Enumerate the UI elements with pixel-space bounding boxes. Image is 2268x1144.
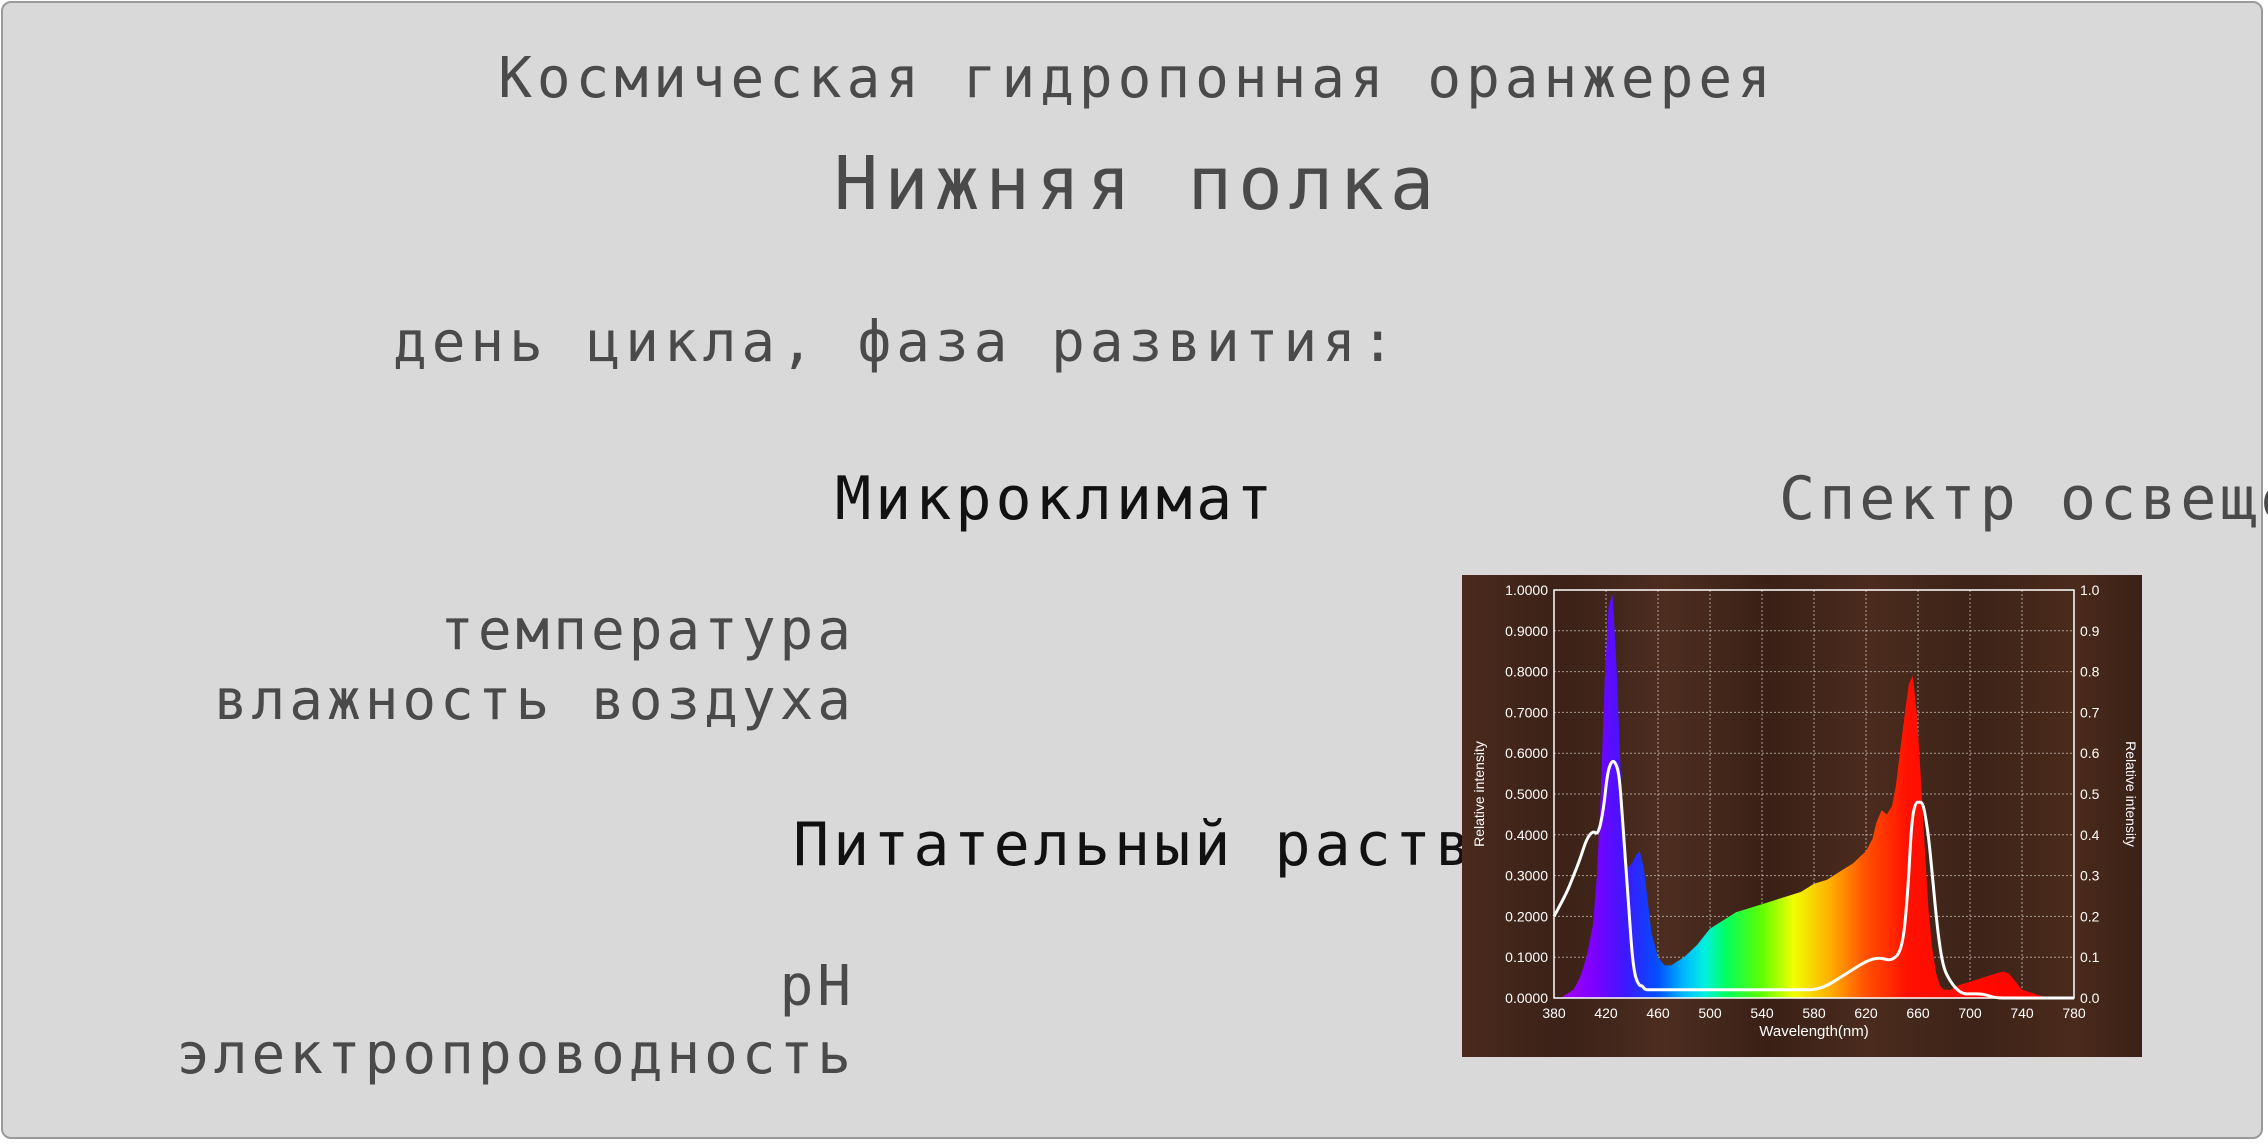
y-tick-label-right: 1.0 <box>2080 582 2100 598</box>
y-tick-label-right: 0.4 <box>2080 827 2100 843</box>
page-subtitle: Космическая гидропонная оранжерея <box>498 46 1776 111</box>
x-tick-label: 620 <box>1854 1005 1878 1021</box>
temperature-label: температура <box>440 598 855 663</box>
y-tick-label-right: 0.2 <box>2080 908 2100 924</box>
y-tick-label-left: 0.3000 <box>1505 868 1548 884</box>
humidity-label: влажность воздуха <box>213 668 855 733</box>
x-tick-label: 780 <box>2062 1005 2086 1021</box>
spectrum-area-series <box>1554 594 2074 998</box>
microclimate-heading: Микроклимат <box>835 464 1277 534</box>
plot-frame <box>1553 589 2075 999</box>
y-tick-label-right: 0.8 <box>2080 664 2100 680</box>
nutrient-solution-heading: Питательный раствор <box>793 810 1556 880</box>
y-tick-label-right: 0.7 <box>2080 704 2100 720</box>
y-tick-label-left: 1.0000 <box>1505 582 1548 598</box>
y-tick-label-right: 0.1 <box>2080 949 2100 965</box>
y-axis-label-right: Relative intensity <box>2123 741 2139 847</box>
x-tick-label: 380 <box>1542 1005 1566 1021</box>
y-tick-label-right: 0.9 <box>2080 623 2100 639</box>
x-tick-label: 420 <box>1594 1005 1618 1021</box>
x-tick-label: 660 <box>1906 1005 1930 1021</box>
x-tick-label: 500 <box>1698 1005 1722 1021</box>
spectrum-chart-svg: 380 420 460 500 540 580 620 660 700 740 780 0.0000 0… <box>1462 575 2142 1057</box>
conductivity-label: электропроводность <box>176 1022 855 1087</box>
y-tick-label-left: 0.5000 <box>1505 786 1548 802</box>
y-tick-label-left: 0.4000 <box>1505 827 1548 843</box>
y-tick-label-left: 0.2000 <box>1505 908 1548 924</box>
spectrum-chart: 380 420 460 500 540 580 620 660 700 740 780 0.0000 0… <box>1462 575 2142 1057</box>
x-tick-label: 700 <box>1958 1005 1982 1021</box>
lighting-spectrum-heading: Спектр освещения <box>1779 464 2268 534</box>
x-tick-label: 740 <box>2010 1005 2034 1021</box>
x-tick-label: 460 <box>1646 1005 1670 1021</box>
y-tick-label-left: 0.0000 <box>1505 990 1548 1006</box>
x-tick-label: 580 <box>1802 1005 1826 1021</box>
y-tick-label-left: 0.1000 <box>1505 949 1548 965</box>
y-tick-label-right: 0.5 <box>2080 786 2100 802</box>
y-tick-label-right: 0.3 <box>2080 868 2100 884</box>
spectrum-line-series <box>1552 759 2074 1000</box>
ph-label: pH <box>779 954 855 1019</box>
y-tick-label-left: 0.8000 <box>1505 664 1548 680</box>
page-title: Нижняя полка <box>833 141 1441 227</box>
y-tick-label-left: 0.6000 <box>1505 745 1548 761</box>
chart-tick-labels: 380 420 460 500 540 580 620 660 700 740 780 0.0000 0… <box>1505 582 2100 1021</box>
y-tick-label-right: 0.0 <box>2080 990 2100 1006</box>
y-tick-label-left: 0.7000 <box>1505 704 1548 720</box>
y-axis-label-left: Relative intensity <box>1471 741 1487 847</box>
x-tick-label: 540 <box>1750 1005 1774 1021</box>
y-tick-label-left: 0.9000 <box>1505 623 1548 639</box>
x-axis-label: Wavelength(nm) <box>1759 1023 1868 1040</box>
y-tick-label-right: 0.6 <box>2080 745 2100 761</box>
cycle-phase-label: день цикла, фаза развития: <box>393 310 1400 375</box>
